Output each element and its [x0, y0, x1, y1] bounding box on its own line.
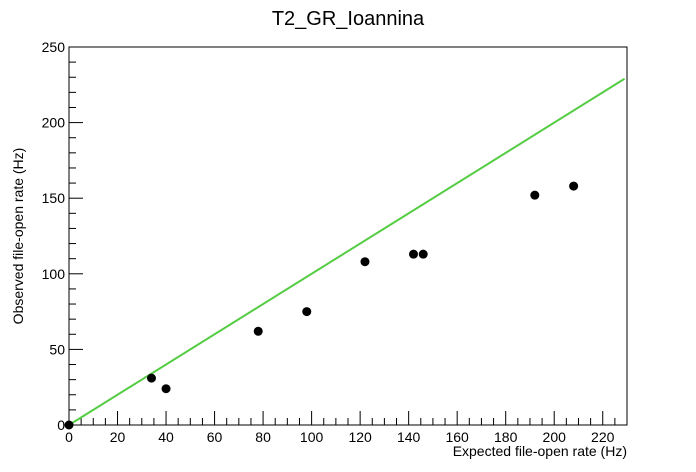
- x-tick-label: 100: [300, 429, 324, 445]
- y-tick-label: 200: [42, 115, 66, 131]
- y-tick-label: 150: [42, 190, 66, 206]
- reference-line: [68, 77, 626, 426]
- data-point: [409, 249, 419, 259]
- y-axis-label: Observed file-open rate (Hz): [10, 148, 26, 325]
- plot-frame: [68, 46, 628, 426]
- x-axis-label: Expected file-open rate (Hz): [453, 443, 627, 459]
- data-point: [360, 257, 370, 267]
- y-tick-label: 100: [42, 266, 66, 282]
- data-points: [64, 181, 579, 430]
- x-tick-label: 200: [543, 429, 567, 445]
- data-point: [530, 190, 540, 200]
- y-tick-label: 50: [49, 341, 65, 357]
- x-tick-label: 180: [494, 429, 518, 445]
- plot-border: [68, 46, 628, 426]
- x-tick-label: 0: [65, 429, 73, 445]
- reference-line-group: [68, 77, 626, 426]
- x-tick-label: 80: [255, 429, 271, 445]
- y-axis-ticks: 0 50 100 150 200 250: [42, 39, 83, 433]
- data-point: [161, 384, 171, 394]
- x-tick-label: 20: [110, 429, 126, 445]
- y-tick-label: 0: [57, 417, 65, 433]
- y-tick-label: 250: [42, 39, 66, 55]
- chart-title: T2_GR_Ioannina: [272, 8, 425, 30]
- x-tick-label: 160: [445, 429, 469, 445]
- x-tick-label: 140: [397, 429, 421, 445]
- data-point: [146, 373, 156, 383]
- data-point: [418, 249, 428, 259]
- x-axis-ticks: 0 20 40 60 80 100 120 140 160 180 200 220: [65, 411, 628, 445]
- data-point: [569, 181, 579, 191]
- x-tick-label: 220: [591, 429, 615, 445]
- data-point: [253, 326, 263, 336]
- x-tick-label: 120: [348, 429, 372, 445]
- data-point: [302, 307, 312, 317]
- x-tick-label: 40: [158, 429, 174, 445]
- data-point: [64, 420, 74, 430]
- x-tick-label: 60: [207, 429, 223, 445]
